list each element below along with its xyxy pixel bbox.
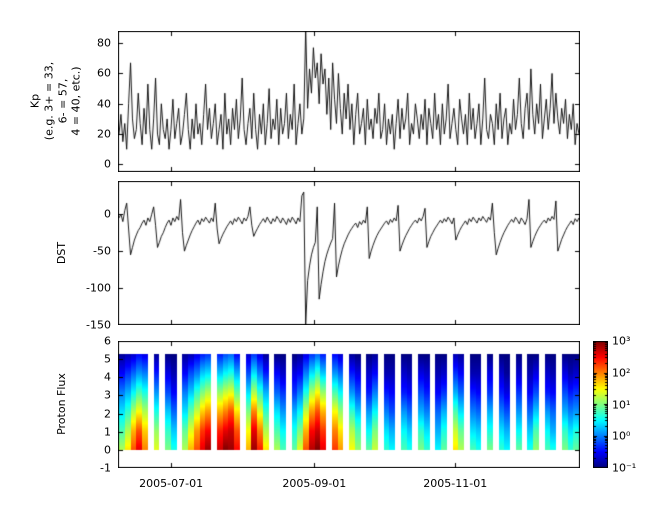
colorbar-tick-label: 10³ bbox=[612, 334, 631, 348]
dst-plot-ytick-label: -100 bbox=[86, 281, 111, 295]
dst-plot-canvas bbox=[118, 181, 580, 325]
x-tick-label: 2005-07-01 bbox=[139, 477, 204, 490]
colorbar-tick-label: 10⁰ bbox=[612, 429, 631, 443]
proton-flux-heatmap-ytick-label: 5 bbox=[104, 352, 111, 366]
colorbar bbox=[593, 341, 608, 468]
proton-flux-heatmap-ytick-label: -1 bbox=[100, 461, 111, 475]
proton-flux-heatmap-ytick-label: 2 bbox=[104, 407, 111, 421]
kp-plot-ytick-label: 80 bbox=[97, 36, 111, 50]
proton-flux-heatmap-ytick-label: 6 bbox=[104, 334, 111, 348]
proton-flux-heatmap-ytick-label: 4 bbox=[104, 370, 111, 384]
dst-axis-label-text: DST bbox=[55, 241, 69, 265]
kp-plot-ytick-label: 60 bbox=[97, 66, 111, 80]
proton-flux-axis-label-text: Proton Flux bbox=[55, 373, 69, 435]
x-tick-label: 2005-11-01 bbox=[423, 477, 488, 490]
proton-flux-heatmap-ytick-label: 1 bbox=[104, 425, 111, 439]
dst-plot-ytick-label: 0 bbox=[104, 207, 111, 221]
proton-flux-heatmap-canvas bbox=[118, 341, 580, 468]
colorbar-tick-label: 10² bbox=[612, 366, 631, 380]
proton-flux-heatmap-ytick-label: 3 bbox=[104, 388, 111, 402]
dst-plot-ytick-label: -150 bbox=[86, 318, 111, 332]
x-tick-label: 2005-09-01 bbox=[282, 477, 347, 490]
kp-plot-ytick-label: 0 bbox=[104, 157, 111, 171]
kp-axis-label-text: Kp (e.g. 3+ = 33, 6- = 57, 4 = 40, etc.) bbox=[28, 61, 83, 141]
dst-plot-ytick-label: -50 bbox=[93, 244, 111, 258]
colorbar-tick-label: 10⁻¹ bbox=[612, 461, 637, 475]
proton-flux-heatmap-ytick-label: 0 bbox=[104, 443, 111, 457]
kp-plot-ytick-label: 20 bbox=[97, 127, 111, 141]
kp-plot-ytick-label: 40 bbox=[97, 97, 111, 111]
colorbar-tick-label: 10¹ bbox=[612, 398, 631, 411]
kp-plot-canvas bbox=[118, 31, 580, 172]
